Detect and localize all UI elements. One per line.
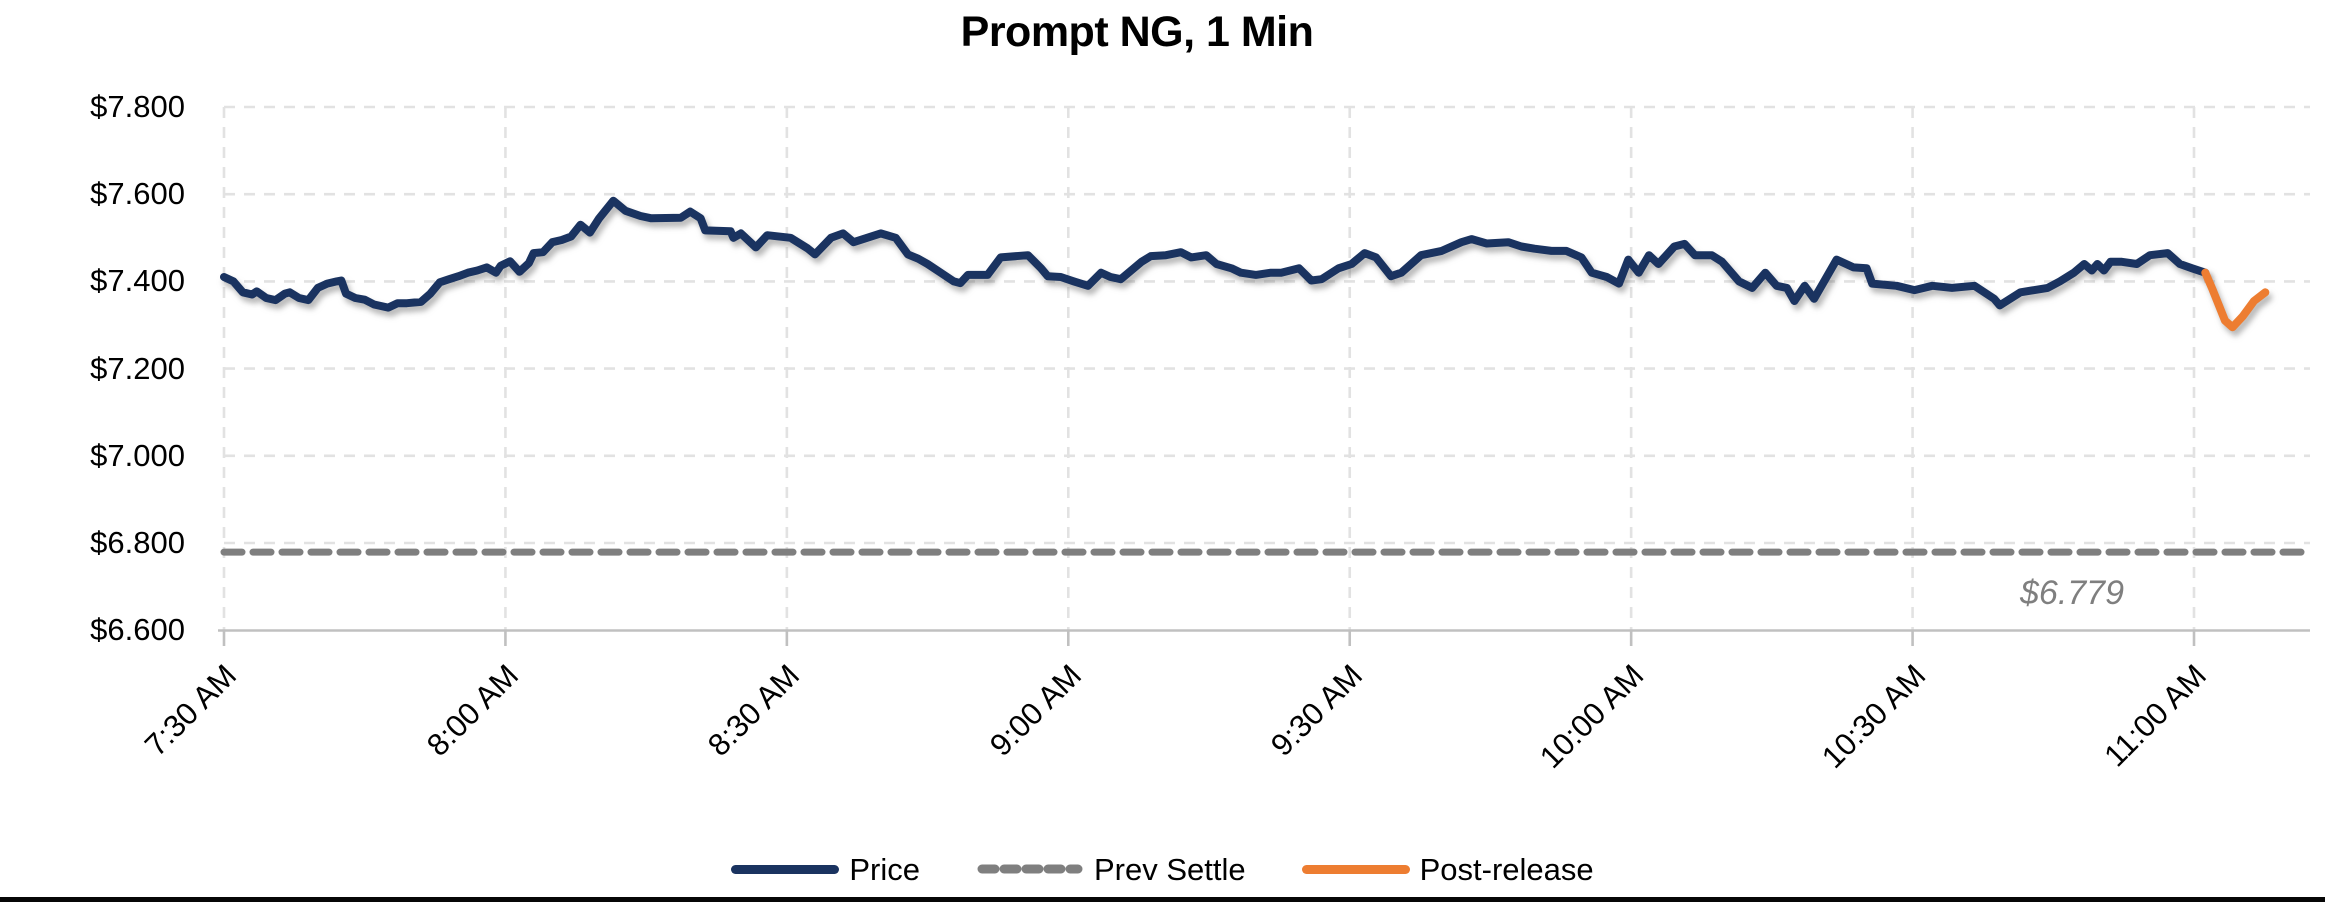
- y-axis-label: $7.800: [90, 89, 185, 124]
- legend-item-price: Price: [731, 854, 920, 885]
- y-axis-label: $7.200: [90, 350, 185, 386]
- bottom-border: [0, 897, 2325, 902]
- chart-title: Prompt NG, 1 Min: [960, 8, 1314, 56]
- y-axis-label: $6.800: [90, 525, 185, 560]
- price-line: [220, 196, 2210, 312]
- prev-settle-dashed-swatch-icon: [977, 864, 1083, 874]
- y-axis-label: $6.600: [90, 612, 185, 648]
- legend-label-price: Price: [849, 851, 920, 887]
- y-axis-label: $7.400: [90, 263, 185, 299]
- post-release-line: [2201, 268, 2270, 332]
- post-release-line-swatch-icon: [1301, 864, 1410, 874]
- legend-item-prev-settle: Prev Settle: [976, 854, 1246, 885]
- y-axis-label: $7.000: [90, 437, 185, 473]
- legend-label-prev-settle: Prev Settle: [1093, 851, 1246, 887]
- legend-label-post-release: Post-release: [1419, 851, 1594, 887]
- price-line-swatch-icon: [731, 864, 840, 874]
- y-axis-label: $7.600: [90, 176, 185, 212]
- legend-item-post-release: Post-release: [1301, 851, 1594, 887]
- legend: Price Prev Settle Post-release: [0, 846, 2325, 892]
- prev-settle-annotation: $6.779: [2008, 572, 2136, 629]
